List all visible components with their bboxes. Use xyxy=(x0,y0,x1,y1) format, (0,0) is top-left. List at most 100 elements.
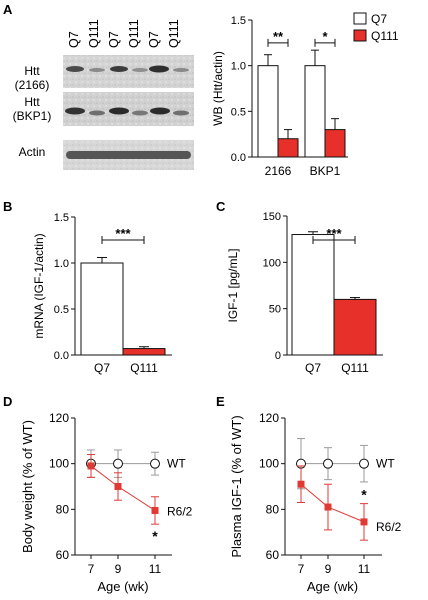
series-label-r62: R6/2 xyxy=(167,504,193,518)
y-tick-label: 150 xyxy=(263,211,281,223)
significance-marker: * xyxy=(152,528,158,544)
y-tick-label: 60 xyxy=(56,548,70,562)
y-tick-label: 50 xyxy=(269,304,281,316)
y-tick-label: 120 xyxy=(259,411,279,425)
blot-band xyxy=(149,65,169,73)
data-point-r62 xyxy=(87,462,95,470)
blot-band xyxy=(132,68,148,72)
western-blot: Q7 Q111 Q7 Q111 Q7 Q111 Htt (2166) Htt (… xyxy=(13,19,194,170)
significance-marker: *** xyxy=(115,226,131,241)
panel-letter-e: E xyxy=(216,394,225,409)
blot-row-label: Htt xyxy=(24,64,40,78)
y-tick-label: 0.5 xyxy=(231,106,246,118)
y-axis-label: WB (Htt/actin) xyxy=(211,51,225,126)
y-tick-label: 80 xyxy=(266,502,280,516)
blot-strip-actin xyxy=(63,140,194,170)
x-axis-label: Age (wk) xyxy=(97,579,148,594)
blot-row-label: Actin xyxy=(19,145,46,159)
data-point-r62 xyxy=(297,480,305,488)
legend-swatch-q7 xyxy=(353,12,367,25)
blot-band xyxy=(66,151,191,159)
y-tick-label: 0.0 xyxy=(231,152,246,164)
blot-band xyxy=(89,68,105,72)
lane-label: Q7 xyxy=(107,31,121,48)
y-tick-label: 1.0 xyxy=(231,61,246,73)
y-tick-label: 80 xyxy=(56,502,70,516)
x-tick-label: 7 xyxy=(298,562,305,576)
y-tick-label: 0.0 xyxy=(54,350,69,362)
blot-band xyxy=(173,68,189,72)
chart-igf1-protein: 0 50 100 150 IGF-1 [pg/mL] Q7 Q111 *** xyxy=(226,211,383,375)
blot-strip-htt-2166 xyxy=(63,55,194,88)
data-point-r62 xyxy=(114,483,122,490)
y-tick-label: 120 xyxy=(49,411,69,425)
y-axis-label: Body weight (% of WT) xyxy=(20,420,35,553)
series-label-r62: R6/2 xyxy=(376,520,402,534)
panel-letter-c: C xyxy=(216,199,226,214)
y-tick-label: 100 xyxy=(49,457,69,471)
blot-band xyxy=(110,66,128,72)
y-axis-label: IGF-1 [pg/mL] xyxy=(226,248,240,322)
bar-q111 xyxy=(333,298,377,356)
lane-label: Q7 xyxy=(147,31,161,48)
x-tick-label: Q111 xyxy=(341,361,369,375)
x-axis-label: Age (wk) xyxy=(307,579,358,594)
blot-band xyxy=(173,110,189,116)
legend-label-q111: Q111 xyxy=(371,29,399,43)
blot-row-label: (2166) xyxy=(15,78,50,92)
y-tick-label: 100 xyxy=(259,457,279,471)
y-tick-label: 1.5 xyxy=(231,15,246,27)
significance-marker: ** xyxy=(273,29,284,44)
data-point-wt xyxy=(113,458,123,469)
blot-row-label: (BKP1) xyxy=(13,109,52,123)
x-tick-label: 9 xyxy=(325,562,332,576)
data-point-r62 xyxy=(324,503,332,511)
bar-q7 xyxy=(304,65,326,158)
x-tick-label: 11 xyxy=(358,562,371,576)
significance-marker: *** xyxy=(326,226,342,241)
series-label-wt: WT xyxy=(167,457,186,471)
x-tick-label: 11 xyxy=(149,562,162,576)
blot-band xyxy=(150,107,170,115)
legend-swatch-q111 xyxy=(353,29,367,42)
panel-letter-a: A xyxy=(3,2,13,17)
chart-mrna-igf1: 0.0 0.5 1.0 1.5 mRNA (IGF-1/actin) Q7 Q111 *** xyxy=(32,212,172,375)
series-label-wt: WT xyxy=(376,457,395,471)
blot-band xyxy=(132,110,148,116)
bar-q111 xyxy=(122,348,166,356)
x-tick-label: 2166 xyxy=(265,164,292,178)
legend-label-q7: Q7 xyxy=(371,12,387,26)
panel-letter-d: D xyxy=(3,394,12,409)
lane-label: Q7 xyxy=(67,31,81,48)
significance-marker: * xyxy=(322,29,328,44)
y-tick-label: 1.5 xyxy=(54,212,69,224)
x-tick-label: Q7 xyxy=(94,361,110,375)
x-tick-label: 9 xyxy=(115,562,122,576)
panel-letter-b: B xyxy=(3,199,12,214)
bar-q111 xyxy=(277,138,299,158)
y-tick-label: 100 xyxy=(263,257,281,269)
y-axis-label: Plasma IGF-1 (% of WT) xyxy=(229,415,244,557)
data-point-r62 xyxy=(360,518,368,526)
bar-q7 xyxy=(80,262,124,356)
y-tick-label: 1.0 xyxy=(54,258,69,270)
chart-western-blot-quantification: 0.0 0.5 1.0 1.5 WB (Htt/actin) 2166 ** BKP1 * Q7 Q… xyxy=(211,12,399,178)
y-axis-label: mRNA (IGF-1/actin) xyxy=(32,233,46,338)
x-tick-label: 7 xyxy=(88,562,95,576)
blot-lane-labels: Q7 Q111 Q7 Q111 Q7 Q111 xyxy=(67,19,181,48)
x-tick-label: Q111 xyxy=(130,361,158,375)
data-point-wt xyxy=(150,458,160,469)
y-tick-label: 60 xyxy=(266,548,280,562)
y-tick-label: 0 xyxy=(275,350,281,362)
series-line-r62 xyxy=(90,465,156,511)
lane-label: Q111 xyxy=(167,19,181,48)
x-tick-label: BKP1 xyxy=(310,164,341,178)
blot-band xyxy=(66,66,84,72)
blot-band xyxy=(89,110,105,116)
lane-label: Q111 xyxy=(87,19,101,48)
blot-band xyxy=(65,107,85,115)
chart-plasma-igf1: 60 80 100 120 Plasma IGF-1 (% of WT) 7 9 11Age … xyxy=(229,411,402,594)
series-line-r62 xyxy=(300,483,365,523)
